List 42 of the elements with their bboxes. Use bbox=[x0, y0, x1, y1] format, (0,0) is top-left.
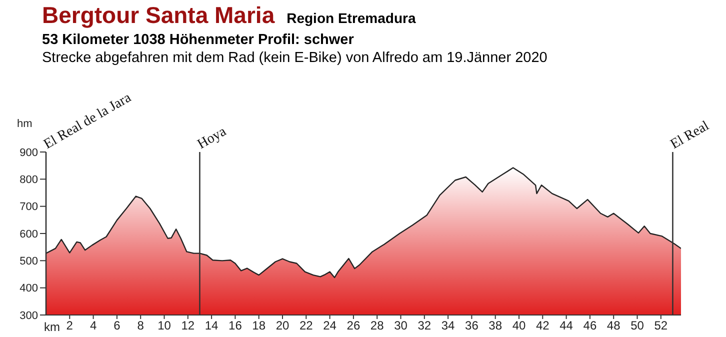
ref-line-label: El Real bbox=[668, 118, 712, 152]
y-axis-title: hm bbox=[17, 118, 32, 130]
x-tick-label: 32 bbox=[418, 318, 432, 333]
ref-line-label: Hoya bbox=[195, 124, 230, 152]
y-tick-label: 800 bbox=[20, 174, 38, 186]
x-tick-label: 24 bbox=[323, 318, 337, 333]
x-tick-label: 20 bbox=[276, 318, 290, 333]
ref-line-label: El Real de la Jara bbox=[42, 90, 135, 152]
y-tick-label: 400 bbox=[20, 282, 38, 295]
x-tick-label: 14 bbox=[204, 318, 219, 333]
x-tick-label: 6 bbox=[114, 318, 121, 333]
chart-subtitle: Region Etremadura bbox=[286, 10, 416, 26]
y-tick-label: 900 bbox=[20, 146, 38, 159]
x-tick-label: 46 bbox=[583, 318, 597, 333]
x-tick-label: 12 bbox=[181, 318, 195, 333]
text: Strecke abgefahren mit dem Rad (kein E-Bike) von Alfredo am 19.Jänner 2020 bbox=[42, 50, 548, 66]
x-tick-label: 34 bbox=[441, 318, 456, 333]
x-tick-label: 52 bbox=[654, 318, 668, 333]
x-tick-label: 42 bbox=[536, 318, 550, 333]
x-tick-label: 28 bbox=[370, 318, 384, 333]
x-tick-label: 44 bbox=[560, 318, 574, 333]
x-tick-label: 38 bbox=[488, 318, 502, 333]
y-tick-label: 300 bbox=[20, 310, 38, 322]
text: 53 Kilometer 1038 Höhenmeter Profil: schwer bbox=[42, 32, 354, 48]
x-tick-label: 2 bbox=[66, 318, 74, 333]
x-tick-label: 18 bbox=[252, 318, 266, 333]
y-tick-label: 600 bbox=[20, 228, 38, 240]
y-tick-label: 500 bbox=[20, 256, 38, 268]
chart-title: Bergtour Santa Maria bbox=[42, 2, 275, 28]
x-tick-label: 16 bbox=[228, 318, 242, 333]
x-tick-label: 10 bbox=[158, 318, 172, 333]
x-tick-label: 40 bbox=[512, 318, 526, 333]
x-tick-label: 48 bbox=[606, 318, 621, 333]
x-tick-label: 8 bbox=[137, 318, 144, 333]
x-tick-label: 4 bbox=[90, 318, 97, 333]
y-tick-label: 700 bbox=[20, 201, 38, 214]
x-tick-label: 22 bbox=[299, 318, 314, 333]
x-tick-label: 30 bbox=[394, 318, 408, 333]
x-tick-label: 36 bbox=[465, 318, 479, 333]
x-tick-label: 26 bbox=[346, 318, 360, 333]
x-tick-label: 50 bbox=[630, 318, 644, 333]
x-axis-title: km bbox=[44, 320, 60, 334]
